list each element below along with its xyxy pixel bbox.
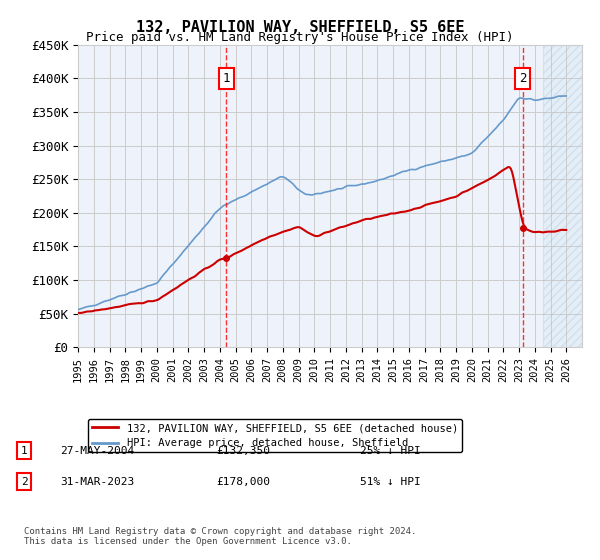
Text: 25% ↓ HPI: 25% ↓ HPI <box>360 446 421 456</box>
Text: Contains HM Land Registry data © Crown copyright and database right 2024.
This d: Contains HM Land Registry data © Crown c… <box>24 526 416 546</box>
Bar <box>542 45 582 347</box>
Text: 1: 1 <box>223 72 230 85</box>
Text: £132,350: £132,350 <box>216 446 270 456</box>
Text: 51% ↓ HPI: 51% ↓ HPI <box>360 477 421 487</box>
Legend: 132, PAVILION WAY, SHEFFIELD, S5 6EE (detached house), HPI: Average price, detac: 132, PAVILION WAY, SHEFFIELD, S5 6EE (de… <box>88 419 462 452</box>
Text: £178,000: £178,000 <box>216 477 270 487</box>
Text: 1: 1 <box>20 446 28 456</box>
Text: 31-MAR-2023: 31-MAR-2023 <box>60 477 134 487</box>
Text: 2: 2 <box>20 477 28 487</box>
Text: 27-MAY-2004: 27-MAY-2004 <box>60 446 134 456</box>
Text: 2: 2 <box>519 72 527 85</box>
Text: 132, PAVILION WAY, SHEFFIELD, S5 6EE: 132, PAVILION WAY, SHEFFIELD, S5 6EE <box>136 20 464 35</box>
Text: Price paid vs. HM Land Registry's House Price Index (HPI): Price paid vs. HM Land Registry's House … <box>86 31 514 44</box>
Bar <box>542 45 582 347</box>
